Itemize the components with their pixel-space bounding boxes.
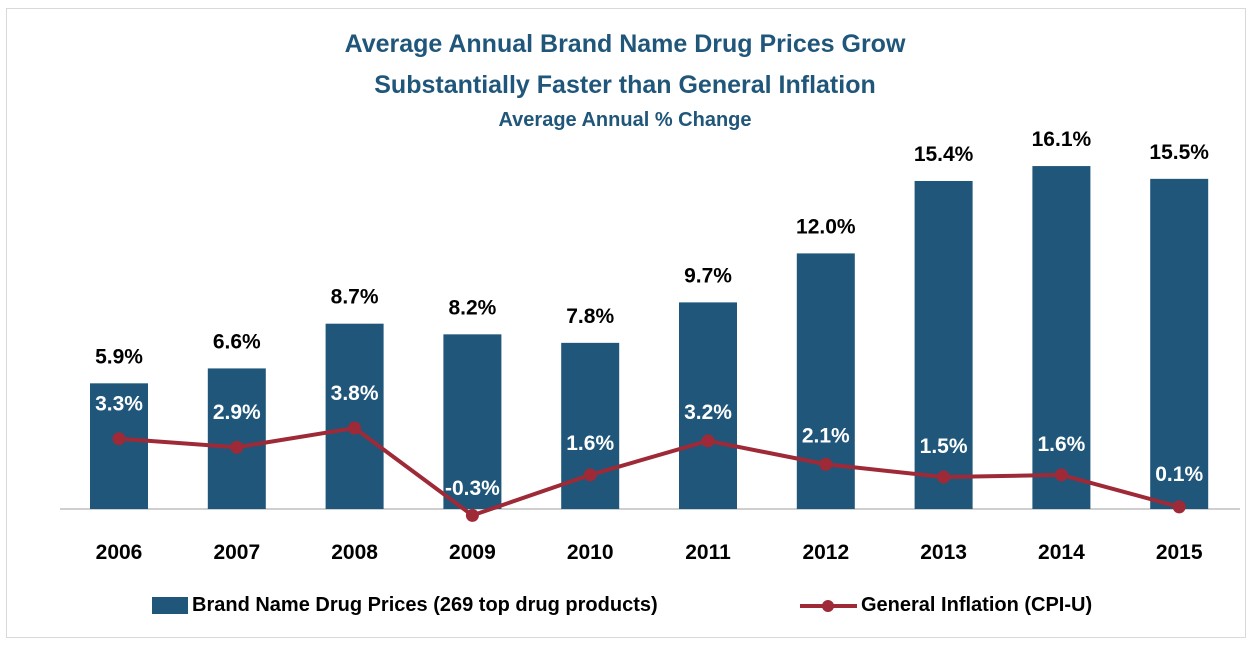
- bar: [561, 342, 620, 509]
- x-tick-label: 2006: [96, 541, 143, 564]
- bar: [443, 334, 502, 509]
- line-point: [583, 468, 597, 482]
- bar-value-label: 15.4%: [914, 143, 974, 166]
- x-tick-label: 2009: [449, 541, 496, 564]
- line-point: [348, 421, 362, 435]
- x-tick-label: 2015: [1156, 541, 1203, 564]
- bar-value-label: 8.7%: [331, 286, 379, 309]
- bar-value-label: 9.7%: [684, 264, 732, 287]
- chart-title: Average Annual Brand Name Drug Prices Gr…: [344, 30, 906, 58]
- bar-value-label: 15.5%: [1149, 141, 1209, 164]
- bar-value-label: 5.9%: [95, 345, 143, 368]
- line-value-label: 0.1%: [1155, 463, 1203, 486]
- line-value-label: -0.3%: [445, 477, 500, 500]
- bar: [1032, 166, 1091, 509]
- line-point: [701, 434, 715, 448]
- bar-value-label: 7.8%: [566, 305, 614, 328]
- line-point: [230, 440, 244, 454]
- line-value-label: 1.6%: [566, 432, 614, 455]
- bar: [207, 368, 266, 509]
- line-value-label: 1.5%: [920, 435, 968, 458]
- legend-label-inflation: General Inflation (CPI-U): [861, 594, 1093, 616]
- bar: [1150, 178, 1209, 509]
- legend-swatch-line: [800, 596, 857, 616]
- bar-value-label: 16.1%: [1032, 128, 1092, 151]
- line-point: [465, 508, 479, 522]
- bar-value-label: 8.2%: [448, 296, 496, 319]
- chart-subtitle: Average Annual % Change: [498, 109, 752, 131]
- x-tick-label: 2013: [920, 541, 967, 564]
- chart-legend: Brand Name Drug Prices (269 top drug pro…: [0, 594, 1250, 624]
- bar: [325, 323, 384, 509]
- chart-title-line2: Substantially Faster than General Inflat…: [374, 71, 876, 99]
- line-value-label: 2.9%: [213, 401, 261, 424]
- line-value-label: 2.1%: [802, 424, 850, 447]
- legend-item-drug-prices: Brand Name Drug Prices (269 top drug pro…: [152, 594, 658, 617]
- x-tick-label: 2008: [331, 541, 378, 564]
- x-tick-label: 2010: [567, 541, 614, 564]
- line-value-label: 1.6%: [1037, 433, 1085, 456]
- x-tick-label: 2014: [1038, 541, 1085, 564]
- line-point: [937, 470, 951, 484]
- legend-item-inflation: General Inflation (CPI-U): [800, 594, 1092, 617]
- line-point: [819, 457, 833, 471]
- bar-value-label: 12.0%: [796, 215, 856, 238]
- line-point: [1054, 468, 1068, 482]
- line-value-label: 3.2%: [684, 401, 732, 424]
- legend-label-drug-prices: Brand Name Drug Prices (269 top drug pro…: [192, 594, 658, 616]
- x-tick-label: 2011: [685, 541, 731, 564]
- chart-frame: [6, 8, 1246, 638]
- line-point: [112, 432, 126, 446]
- legend-swatch-bar: [152, 597, 188, 614]
- bar-value-label: 6.6%: [213, 330, 261, 353]
- line-value-label: 3.3%: [95, 393, 143, 416]
- bar: [679, 302, 737, 509]
- bar: [90, 383, 148, 509]
- line-point: [1172, 500, 1186, 514]
- bar: [914, 180, 973, 510]
- line-value-label: 3.8%: [331, 382, 379, 405]
- x-tick-label: 2007: [213, 541, 260, 564]
- x-tick-label: 2012: [802, 541, 849, 564]
- series-line-inflation: [118, 426, 1180, 518]
